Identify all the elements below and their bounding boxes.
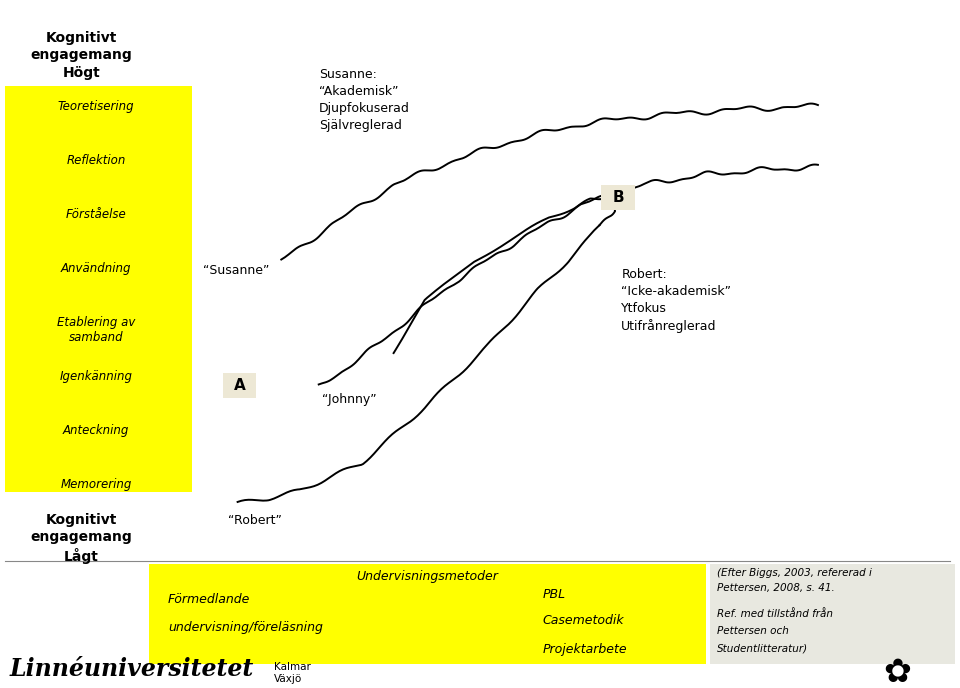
Text: Teoretisering: Teoretisering: [58, 100, 134, 113]
Text: Igenkänning: Igenkänning: [60, 370, 132, 383]
Text: undervisning/föreläsning: undervisning/föreläsning: [168, 621, 323, 634]
Text: Användning: Användning: [60, 262, 132, 275]
Text: Memorering: Memorering: [60, 478, 132, 491]
Text: (Efter Biggs, 2003, refererad i: (Efter Biggs, 2003, refererad i: [717, 568, 872, 578]
Text: Pettersen och: Pettersen och: [717, 626, 789, 636]
Text: Studentlitteratur): Studentlitteratur): [717, 643, 808, 654]
Text: Etablering av
samband: Etablering av samband: [57, 316, 135, 344]
Text: Lågt: Lågt: [189, 587, 224, 603]
Text: Ref. med tillstånd från: Ref. med tillstånd från: [717, 609, 833, 619]
Text: Pettersen, 2008, s. 41.: Pettersen, 2008, s. 41.: [717, 583, 835, 594]
Text: Anteckning: Anteckning: [62, 424, 130, 437]
Text: B: B: [612, 191, 624, 205]
Text: Krav på studentaktivitet: Krav på studentaktivitet: [422, 587, 614, 603]
Text: Linnéuniversitetet: Linnéuniversitetet: [10, 657, 253, 680]
Text: Casemetodik: Casemetodik: [542, 614, 624, 627]
Text: ✿: ✿: [883, 656, 912, 688]
Text: Reflektion: Reflektion: [66, 154, 126, 166]
Text: Susanne:
“Akademisk”
Djupfokuserad
Självreglerad: Susanne: “Akademisk” Djupfokuserad Själv…: [319, 68, 410, 132]
Text: Undervisningsmetoder: Undervisningsmetoder: [356, 570, 498, 583]
Text: A: A: [233, 378, 246, 394]
Text: “Robert”: “Robert”: [228, 515, 282, 528]
Text: Kalmar
Växjö: Kalmar Växjö: [274, 662, 310, 684]
FancyBboxPatch shape: [601, 185, 636, 210]
Text: “Susanne”: “Susanne”: [204, 264, 270, 277]
Text: Förmedlande: Förmedlande: [168, 593, 251, 606]
Text: Kognitivt
engagemang
Lågt: Kognitivt engagemang Lågt: [31, 513, 132, 563]
Text: Projektarbete: Projektarbete: [542, 643, 627, 656]
Text: Högt: Högt: [811, 587, 850, 601]
Text: Robert:
“Icke-akademisk”
Ytfokus
Utifrånreglerad: Robert: “Icke-akademisk” Ytfokus Utifrån…: [621, 268, 732, 334]
FancyBboxPatch shape: [223, 374, 256, 398]
Text: “Johnny”: “Johnny”: [322, 393, 376, 406]
Text: PBL: PBL: [542, 588, 565, 601]
Text: Förståelse: Förståelse: [65, 208, 127, 221]
Text: Kognitivt
engagemang
Högt: Kognitivt engagemang Högt: [31, 31, 132, 80]
